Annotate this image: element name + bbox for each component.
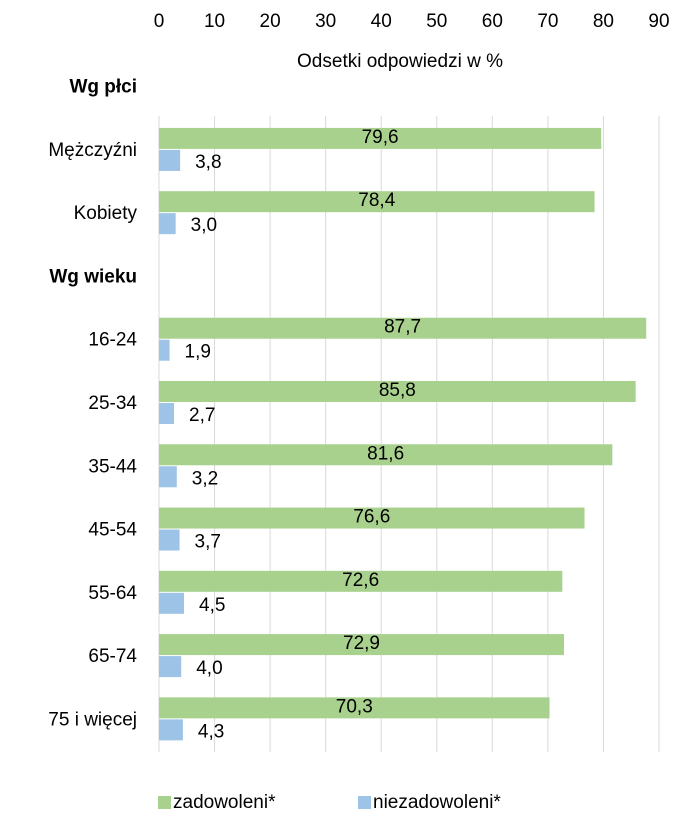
legend-label: zadowoleni* (173, 792, 276, 813)
y-tick-label: Mężczyźni (48, 140, 137, 161)
bar (159, 592, 184, 614)
x-tick-label: 70 (537, 11, 558, 32)
value-label: 4,3 (198, 721, 224, 742)
legend-swatch (358, 796, 371, 809)
y-tick-label: 25-34 (88, 393, 137, 414)
value-label: 4,0 (196, 658, 222, 679)
value-label: 85,8 (379, 380, 416, 401)
bar (159, 444, 613, 466)
bar (159, 381, 636, 402)
bar (159, 634, 564, 656)
x-tick-label: 50 (426, 11, 447, 32)
bar (159, 339, 170, 361)
value-label: 2,7 (189, 405, 215, 426)
bar (159, 403, 174, 424)
legend-swatch (158, 796, 171, 809)
y-tick-label: 16-24 (88, 330, 137, 351)
value-label: 1,9 (185, 342, 211, 363)
bar (159, 317, 647, 339)
bar (159, 529, 180, 551)
y-tick-label: 65-74 (88, 646, 137, 667)
x-axis-label: Odsetki odpowiedzi w % (297, 51, 503, 72)
value-label: 81,6 (367, 443, 404, 464)
x-tick-label: 90 (648, 11, 669, 32)
x-tick-label: 10 (204, 11, 225, 32)
bar (159, 191, 595, 213)
bar (159, 213, 176, 235)
bar (159, 127, 602, 149)
value-label: 72,9 (343, 633, 380, 654)
value-label: 79,6 (362, 127, 399, 148)
value-label: 3,0 (191, 215, 217, 236)
y-tick-label: 75 i więcej (48, 709, 137, 730)
value-label: 78,4 (358, 190, 395, 211)
x-tick-label: 40 (371, 11, 392, 32)
x-tick-label: 30 (315, 11, 336, 32)
value-label: 3,2 (192, 468, 218, 489)
bar (159, 656, 182, 678)
value-label: 3,8 (195, 152, 221, 173)
y-tick-label: 45-54 (88, 520, 137, 541)
section-label: Wg wieku (49, 266, 137, 287)
bar (159, 570, 563, 592)
legend-label: niezadowoleni* (373, 792, 501, 813)
value-label: 70,3 (336, 696, 373, 717)
bar (159, 507, 585, 529)
y-tick-label: 35-44 (88, 456, 137, 477)
value-label: 76,6 (353, 507, 390, 528)
x-tick-label: 0 (154, 11, 165, 32)
y-tick-label: 55-64 (88, 583, 137, 604)
bar (159, 719, 183, 741)
section-label: Wg płci (69, 77, 137, 98)
x-tick-label: 20 (260, 11, 281, 32)
value-label: 4,5 (199, 595, 225, 616)
value-label: 87,7 (384, 317, 421, 338)
value-label: 3,7 (195, 532, 221, 553)
x-tick-label: 60 (482, 11, 503, 32)
bar (159, 466, 177, 488)
y-tick-label: Kobiety (74, 203, 138, 224)
x-tick-label: 80 (593, 11, 614, 32)
bar (159, 697, 550, 719)
bars (159, 127, 647, 741)
bar (159, 149, 181, 171)
value-label: 72,6 (342, 570, 379, 591)
